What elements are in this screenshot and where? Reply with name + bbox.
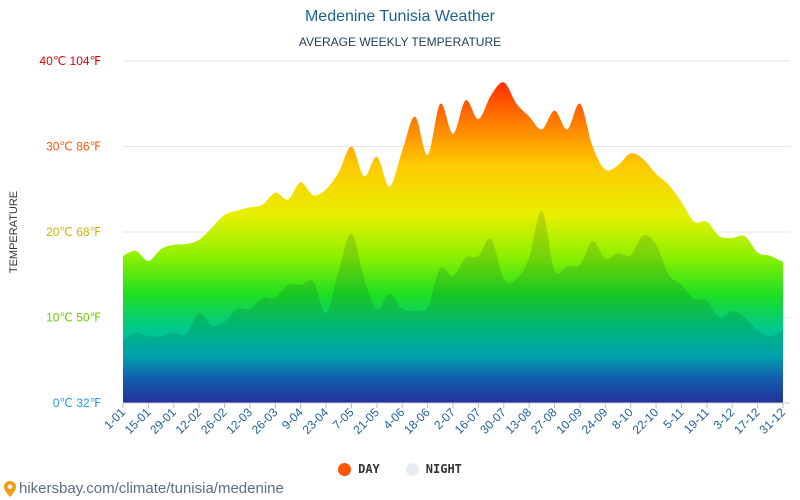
night-series-area bbox=[123, 210, 783, 403]
x-tick-label-18: 10-09 bbox=[553, 405, 585, 437]
x-tick-label-21: 22-10 bbox=[630, 405, 662, 437]
x-tick-label-8: 23-04 bbox=[300, 405, 332, 437]
x-tick-label-3: 12-02 bbox=[173, 405, 205, 437]
legend-night-label: NIGHT bbox=[425, 462, 462, 476]
x-tick-label-17: 27-08 bbox=[528, 405, 560, 437]
x-tick-label-6: 26-03 bbox=[249, 405, 281, 437]
legend-item-day[interactable]: DAY bbox=[338, 462, 380, 476]
legend-night-swatch bbox=[405, 462, 419, 476]
location-pin-icon bbox=[4, 480, 16, 497]
legend-day-swatch bbox=[338, 462, 352, 476]
source-link[interactable]: hikersbay.com/climate/tunisia/medenine bbox=[4, 480, 284, 497]
x-tick-label-10: 21-05 bbox=[350, 405, 382, 437]
source-text: hikersbay.com/climate/tunisia/medenine bbox=[19, 480, 284, 497]
y-tick-label-2: 20℃ 68℉ bbox=[46, 225, 101, 239]
legend-item-night[interactable]: NIGHT bbox=[405, 462, 462, 476]
x-tick-label-23: 19-11 bbox=[681, 405, 712, 436]
chart-subtitle: AVERAGE WEEKLY TEMPERATURE bbox=[298, 35, 502, 49]
x-tick-label-12: 18-06 bbox=[401, 405, 433, 437]
x-tick-label-14: 16-07 bbox=[452, 405, 484, 437]
x-tick-label-15: 30-07 bbox=[477, 405, 509, 437]
x-tick-label-16: 13-08 bbox=[503, 405, 535, 437]
x-tick-label-1: 15-01 bbox=[122, 405, 154, 437]
legend-day-label: DAY bbox=[358, 462, 380, 476]
x-tick-label-25: 17-12 bbox=[731, 405, 763, 437]
x-tick-label-26: 31-12 bbox=[757, 405, 789, 437]
y-tick-label-3: 30℃ 86℉ bbox=[46, 140, 101, 154]
legend: DAY NIGHT bbox=[0, 462, 800, 476]
y-tick-label-4: 40℃ 104℉ bbox=[39, 54, 101, 68]
y-tick-label-1: 10℃ 50℉ bbox=[46, 311, 101, 325]
chart-title: Medenine Tunisia Weather bbox=[304, 8, 496, 25]
x-tick-label-5: 12-03 bbox=[223, 405, 255, 437]
x-tick-label-4: 26-02 bbox=[198, 405, 230, 437]
day-series-area bbox=[123, 82, 783, 403]
y-tick-label-0: 0℃ 32℉ bbox=[53, 396, 101, 410]
x-tick-label-19: 24-09 bbox=[579, 405, 611, 437]
x-tick-label-2: 29-01 bbox=[147, 405, 179, 437]
